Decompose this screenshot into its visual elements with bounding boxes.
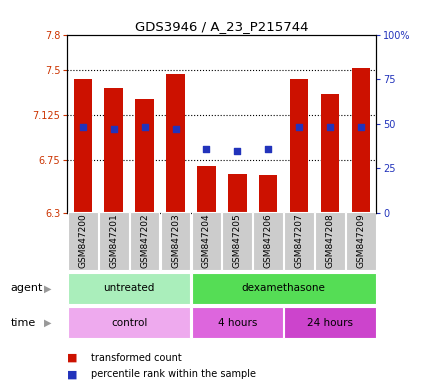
Point	[233, 147, 240, 154]
Bar	[320, 94, 339, 213]
FancyBboxPatch shape	[283, 212, 313, 270]
Text: GSM847200: GSM847200	[78, 214, 87, 268]
FancyBboxPatch shape	[99, 212, 128, 270]
Text: GSM847207: GSM847207	[294, 214, 303, 268]
Text: ■: ■	[67, 353, 78, 363]
Bar	[258, 175, 277, 213]
Text: ▶: ▶	[43, 318, 51, 328]
Point	[326, 124, 332, 131]
Text: GSM847206: GSM847206	[263, 214, 272, 268]
FancyBboxPatch shape	[314, 212, 344, 270]
Point	[202, 146, 210, 152]
FancyBboxPatch shape	[191, 212, 221, 270]
Text: 4 hours: 4 hours	[217, 318, 256, 328]
Bar	[166, 74, 184, 213]
Text: GSM847205: GSM847205	[232, 214, 241, 268]
Text: dexamethasone: dexamethasone	[241, 283, 325, 293]
Text: GSM847202: GSM847202	[140, 214, 149, 268]
Bar	[289, 79, 308, 213]
Bar	[73, 79, 92, 213]
Point	[357, 124, 364, 131]
Bar	[351, 68, 369, 213]
FancyBboxPatch shape	[129, 212, 159, 270]
Text: GSM847204: GSM847204	[201, 214, 210, 268]
Text: percentile rank within the sample: percentile rank within the sample	[91, 369, 256, 379]
FancyBboxPatch shape	[191, 273, 375, 304]
Point	[295, 124, 302, 131]
FancyBboxPatch shape	[283, 308, 375, 338]
Point	[110, 126, 117, 132]
Title: GDS3946 / A_23_P215744: GDS3946 / A_23_P215744	[135, 20, 308, 33]
FancyBboxPatch shape	[68, 212, 98, 270]
Text: agent: agent	[11, 283, 43, 293]
Text: transformed count: transformed count	[91, 353, 182, 363]
Text: control: control	[111, 318, 147, 328]
Text: GSM847209: GSM847209	[355, 214, 365, 268]
FancyBboxPatch shape	[345, 212, 375, 270]
Bar	[197, 166, 215, 213]
Point	[141, 124, 148, 131]
FancyBboxPatch shape	[222, 212, 252, 270]
Text: GSM847208: GSM847208	[325, 214, 334, 268]
Bar	[135, 99, 154, 213]
FancyBboxPatch shape	[191, 308, 283, 338]
Point	[172, 126, 179, 132]
Bar	[104, 88, 123, 213]
Text: ▶: ▶	[43, 283, 51, 293]
FancyBboxPatch shape	[68, 273, 190, 304]
Bar	[227, 174, 246, 213]
Text: GSM847203: GSM847203	[171, 214, 180, 268]
FancyBboxPatch shape	[253, 212, 283, 270]
FancyBboxPatch shape	[68, 308, 190, 338]
Point	[79, 124, 86, 131]
Text: GSM847201: GSM847201	[109, 214, 118, 268]
Text: untreated: untreated	[103, 283, 155, 293]
Text: time: time	[11, 318, 36, 328]
Text: ■: ■	[67, 369, 78, 379]
FancyBboxPatch shape	[160, 212, 190, 270]
Point	[264, 146, 271, 152]
Text: 24 hours: 24 hours	[306, 318, 352, 328]
